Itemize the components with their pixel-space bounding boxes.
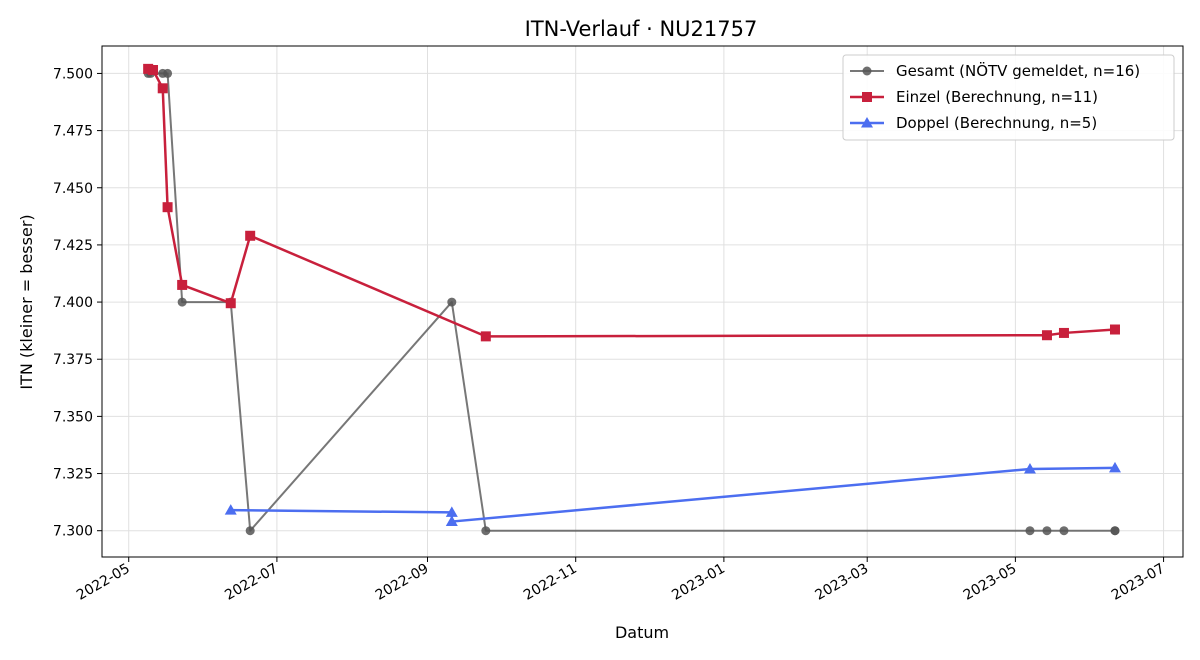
y-tick-label: 7.300 <box>53 524 93 540</box>
series-group <box>224 461 1121 527</box>
data-point <box>445 515 458 527</box>
data-point <box>1109 324 1120 335</box>
data-point <box>1110 526 1120 536</box>
data-point <box>224 504 237 515</box>
y-tick-label: 7.425 <box>53 238 93 254</box>
data-point <box>177 297 187 307</box>
data-point <box>225 298 236 309</box>
series-layer <box>143 63 1121 536</box>
x-axis-title: Datum <box>615 623 669 642</box>
chart-title: ITN-Verlauf · NU21757 <box>525 17 758 41</box>
data-point <box>447 297 457 307</box>
data-point <box>1042 526 1052 536</box>
legend-box <box>842 54 1175 141</box>
data-point <box>445 506 458 517</box>
data-point <box>1025 526 1035 536</box>
y-tick-label: 7.350 <box>53 409 93 425</box>
data-point <box>1108 461 1121 473</box>
data-point <box>245 230 256 241</box>
legend: Gesamt (NÖTV gemeldet, n=16) Einzel (Bere… <box>842 54 1175 141</box>
data-point <box>1023 462 1036 474</box>
y-axis-ticks: 7.300 7.325 7.350 7.375 7.400 7.425 7.450 7.475… <box>53 66 102 540</box>
legend-marker <box>861 117 873 128</box>
grid-lines <box>102 46 1183 557</box>
legend-marker <box>862 92 872 102</box>
data-point <box>480 331 491 342</box>
data-point <box>1059 526 1069 536</box>
data-point <box>1041 330 1052 341</box>
plot-frame <box>101 45 1184 558</box>
data-point <box>481 526 491 536</box>
data-point <box>245 526 255 536</box>
data-point <box>157 83 168 94</box>
series-group <box>143 63 1120 342</box>
data-point <box>1058 327 1069 338</box>
legend-marker <box>862 66 872 76</box>
legend-label: Gesamt (NÖTV gemeldet, n=16) <box>896 61 1140 80</box>
data-point <box>177 279 188 290</box>
data-point <box>163 68 173 78</box>
legend-label: Doppel (Berechnung, n=5) <box>896 114 1097 132</box>
y-tick-label: 7.450 <box>53 181 93 197</box>
y-axis-title: ITN (kleiner = besser) <box>17 214 36 389</box>
legend-label: Einzel (Berechnung, n=11) <box>896 88 1098 106</box>
data-point <box>148 65 159 76</box>
y-tick-label: 7.400 <box>53 295 93 311</box>
y-tick-label: 7.500 <box>53 66 93 82</box>
y-tick-label: 7.375 <box>53 352 93 368</box>
y-tick-label: 7.475 <box>53 124 93 140</box>
y-tick-label: 7.325 <box>53 467 93 483</box>
data-point <box>162 202 173 213</box>
